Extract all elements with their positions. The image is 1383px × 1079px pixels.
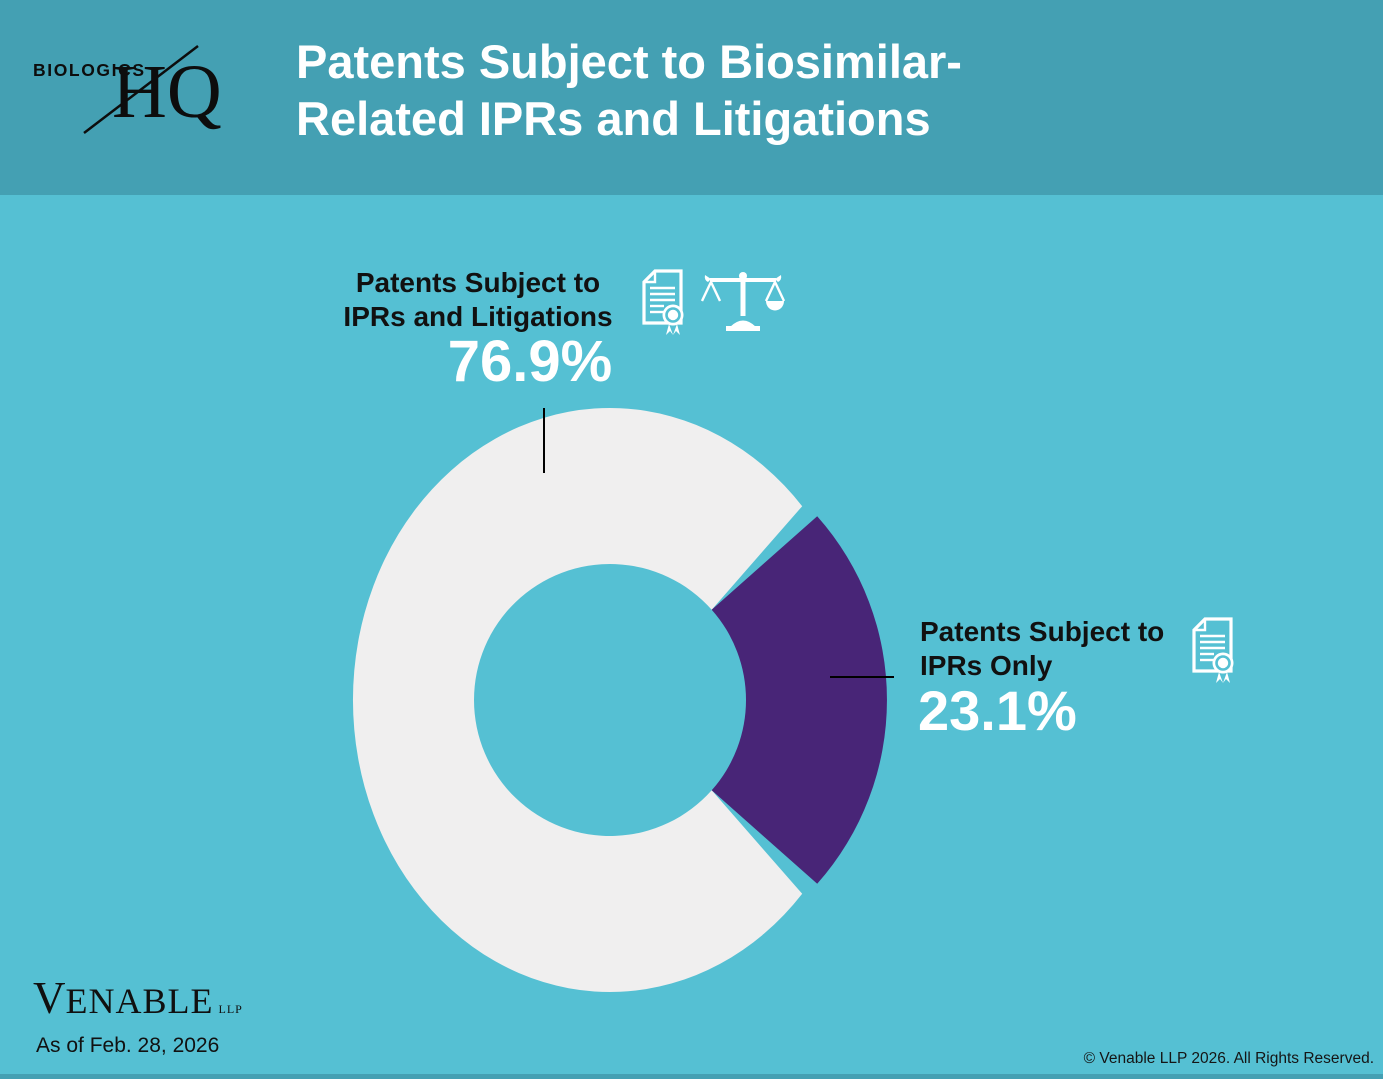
certificate-document-icon — [1192, 617, 1234, 683]
header-band — [0, 0, 1383, 195]
callout-major-label: Patents Subject to IPRs and Litigations — [343, 267, 613, 332]
callout-major-percent: 76.9% — [447, 329, 613, 394]
certificate-document-icon — [642, 269, 684, 335]
donut-slice-iprs-only — [711, 516, 887, 884]
biologicshq-logo: BIOLOGICS HQ — [28, 38, 258, 168]
venable-logo-text: ENABLE — [65, 981, 214, 1021]
scales-of-justice-icon — [700, 272, 786, 331]
copyright-notice: © Venable LLP 2026. All Rights Reserved. — [1083, 1050, 1374, 1067]
leader-line-major-slice — [543, 408, 545, 473]
venable-logo: VENABLE LLP — [33, 976, 243, 1021]
logo-slash-icon — [83, 45, 199, 134]
venable-logo-initial: V — [33, 973, 66, 1023]
footer-band — [0, 1074, 1383, 1079]
logo-hq-text: HQ — [112, 50, 222, 134]
callout-minor-percent: 23.1% — [918, 679, 1077, 742]
leader-line-minor-slice — [830, 676, 894, 678]
venable-logo-llp: LLP — [218, 1002, 243, 1016]
logo-biologics-text: BIOLOGICS — [33, 60, 146, 80]
page-title: Patents Subject to Biosimilar-Related IP… — [296, 35, 962, 145]
callout-minor-label: Patents Subject to IPRs Only — [920, 616, 1165, 681]
donut-slice-iprs-and-litigations — [352, 407, 803, 992]
as-of-date: As of Feb. 28, 2026 — [36, 1034, 220, 1057]
